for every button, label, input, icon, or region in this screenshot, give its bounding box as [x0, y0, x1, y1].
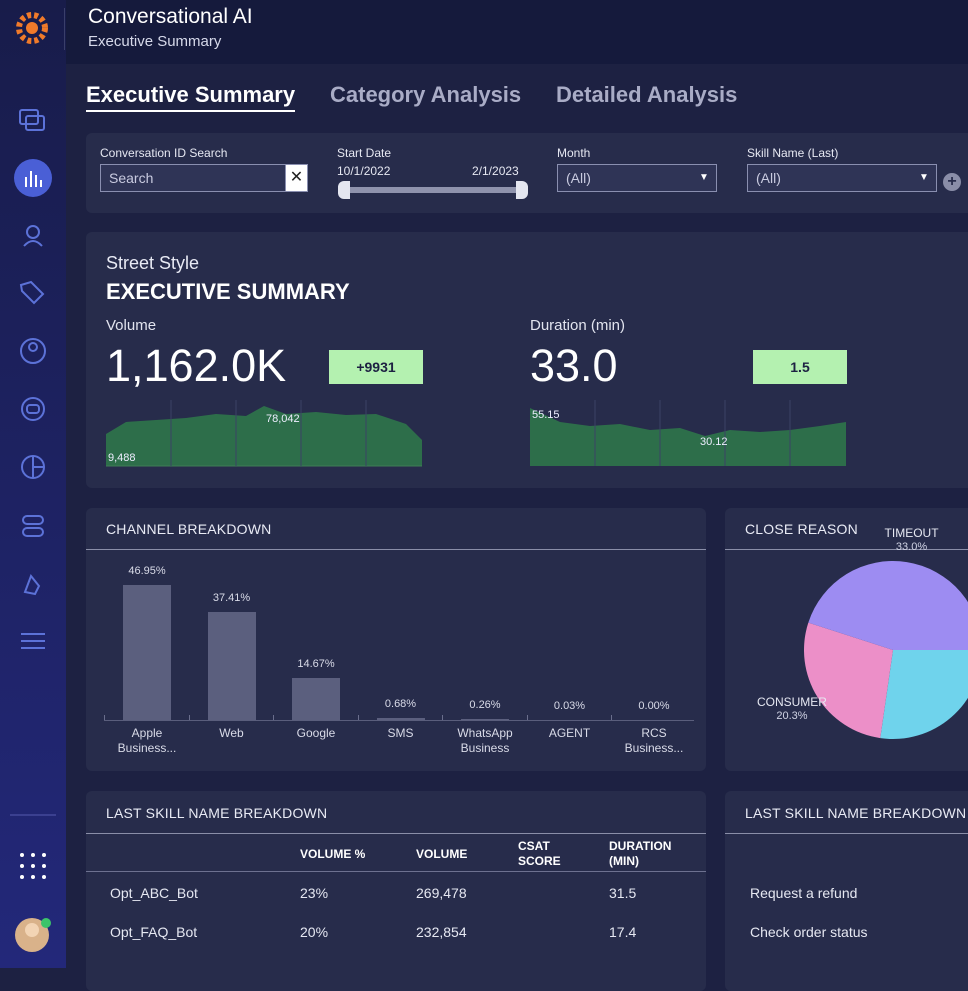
end-date: 2/1/2023 [472, 164, 519, 178]
category-label: WhatsApp Business [445, 726, 525, 756]
sidebar-icons [0, 0, 66, 968]
cell: 269,478 [416, 885, 467, 901]
summary-title: EXECUTIVE SUMMARY [106, 279, 350, 305]
filter-label: Skill Name (Last) [747, 146, 838, 160]
column-header: VOLUME % [300, 847, 365, 862]
cell: 17.4 [609, 924, 636, 940]
page: Conversational AI Executive Summary Exec… [0, 0, 968, 968]
category-label: AGENT [530, 726, 610, 741]
kpi-value: 33.0 [530, 340, 618, 392]
app-title: Conversational AI [88, 5, 253, 29]
category-label: Web [192, 726, 272, 741]
category-label: Apple Business... [107, 726, 187, 756]
panel-title: CHANNEL BREAKDOWN [106, 521, 271, 537]
kpi-delta: +9931 [329, 350, 423, 384]
column-header: CSAT SCORE [518, 839, 568, 869]
brand: Street Style [106, 253, 199, 274]
sparkline [106, 400, 424, 468]
slice-name: CONSUMER [752, 695, 832, 709]
date-slider[interactable] [344, 187, 522, 193]
slider-handle[interactable] [516, 181, 528, 199]
category-label: RCS Business... [614, 726, 694, 756]
cell: 20% [300, 924, 328, 940]
start-date: 10/1/2022 [337, 164, 390, 178]
data-label: 37.41% [192, 592, 272, 604]
search-input[interactable]: Search [100, 164, 286, 192]
spark-min: 30.12 [700, 436, 728, 448]
kpi-label: Duration (min) [530, 317, 625, 334]
category-label: SMS [361, 726, 441, 741]
pie-slice [880, 650, 968, 739]
clear-button[interactable]: ✕ [285, 164, 308, 192]
app-subtitle: Executive Summary [88, 33, 221, 50]
dropdown-arrow: ▼ [919, 164, 929, 192]
filter-label: Conversation ID Search [100, 146, 227, 160]
spark-max: 55.15 [532, 409, 560, 421]
kpi-delta: 1.5 [753, 350, 847, 384]
panel-title: LAST SKILL NAME BREAKDOWN [106, 805, 327, 821]
column-header: DURATION (MIN) [609, 839, 689, 869]
filter-label: Start Date [337, 146, 391, 160]
cell: Opt_ABC_Bot [110, 885, 198, 901]
cell: Opt_FAQ_Bot [110, 924, 197, 940]
tab[interactable]: Category Analysis [330, 82, 521, 108]
spark-max: 78,042 [266, 413, 300, 425]
data-label: 0.03% [530, 700, 610, 712]
skill-dropdown[interactable]: (All) [747, 164, 937, 192]
kpi-label: Volume [106, 317, 156, 334]
dropdown-arrow: ▼ [699, 164, 709, 192]
cell: 31.5 [609, 885, 636, 901]
panel-title: LAST SKILL NAME BREAKDOWN [745, 805, 966, 821]
baseline [104, 720, 694, 721]
sparkline [530, 400, 848, 468]
bar [208, 612, 256, 720]
data-label: 0.00% [614, 700, 694, 712]
slice-label: 20.3% [752, 710, 832, 722]
slider-handle[interactable] [338, 181, 350, 199]
column-header: VOLUME [416, 847, 467, 862]
cell: 23% [300, 885, 328, 901]
cell: Request a refund [750, 885, 857, 901]
kpi-value: 1,162.0K [106, 340, 286, 392]
divider [725, 833, 968, 834]
cell: Check order status [750, 924, 868, 940]
category-label: Google [276, 726, 356, 741]
tab[interactable]: Executive Summary [86, 82, 295, 112]
add-filter[interactable]: + [943, 173, 961, 191]
divider [86, 871, 706, 872]
filter-label: Month [557, 146, 590, 160]
sidebar [0, 0, 66, 968]
cell: 232,854 [416, 924, 467, 940]
data-label: 0.26% [445, 699, 525, 711]
tab[interactable]: Detailed Analysis [556, 82, 737, 108]
bar [123, 585, 171, 720]
data-label: 0.68% [361, 698, 441, 710]
divider [86, 833, 706, 834]
data-label: 46.95% [107, 565, 187, 577]
panel-title: CLOSE REASON [745, 521, 858, 537]
slice-name: TIMEOUT [872, 526, 952, 540]
bar [292, 678, 340, 720]
divider [86, 549, 706, 550]
divider [64, 8, 65, 50]
slice-label: 33.0% [872, 541, 952, 553]
month-dropdown[interactable]: (All) [557, 164, 717, 192]
data-label: 14.67% [276, 658, 356, 670]
spark-min: 9,488 [108, 452, 136, 464]
